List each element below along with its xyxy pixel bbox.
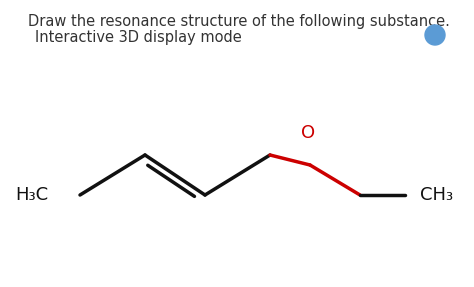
Text: Draw the resonance structure of the following substance.: Draw the resonance structure of the foll… — [28, 14, 450, 29]
Circle shape — [425, 25, 445, 45]
Text: i: i — [433, 30, 437, 40]
Text: O: O — [301, 124, 315, 142]
Text: Interactive 3D display mode: Interactive 3D display mode — [35, 30, 242, 45]
Text: H₃C: H₃C — [15, 186, 48, 204]
Text: CH₃: CH₃ — [420, 186, 453, 204]
